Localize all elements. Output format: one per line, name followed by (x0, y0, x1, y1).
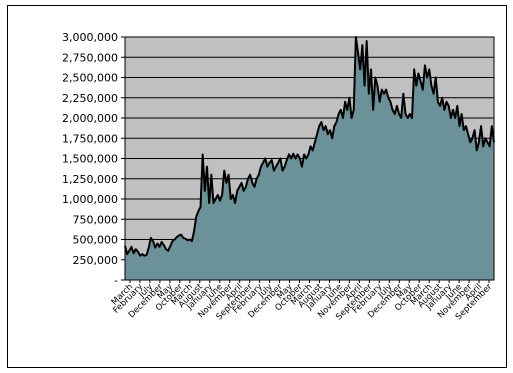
area-chart: - 250,000 500,000 750,000 1,000,000 1,250,000… (62, 31, 495, 322)
y-tick-label: 2,500,000 (62, 72, 118, 85)
y-tick-label: 2,000,000 (62, 112, 118, 125)
y-tick-label: 1,000,000 (62, 193, 118, 206)
area-series-fill (125, 37, 494, 280)
y-tick-label: 1,250,000 (62, 173, 118, 186)
y-tick-label: - (114, 274, 118, 287)
area-series-line (124, 36, 495, 257)
y-tick-label: 1,500,000 (62, 153, 118, 166)
y-tick-label: 1,750,000 (62, 132, 118, 145)
y-tick-label: 3,000,000 (62, 31, 118, 44)
y-tick-label: 500,000 (73, 234, 119, 247)
y-tick-label: 750,000 (73, 213, 119, 226)
x-axis: MarchFebruaryJulyDecemberMayOctoberMarch… (110, 280, 494, 322)
chart-frame: - 250,000 500,000 750,000 1,000,000 1,250,000… (7, 5, 507, 368)
y-tick-label: 2,750,000 (62, 51, 118, 64)
y-tick-label: 250,000 (73, 254, 119, 267)
y-axis: - 250,000 500,000 750,000 1,000,000 1,250,000… (62, 31, 125, 287)
y-tick-label: 2,250,000 (62, 92, 118, 105)
